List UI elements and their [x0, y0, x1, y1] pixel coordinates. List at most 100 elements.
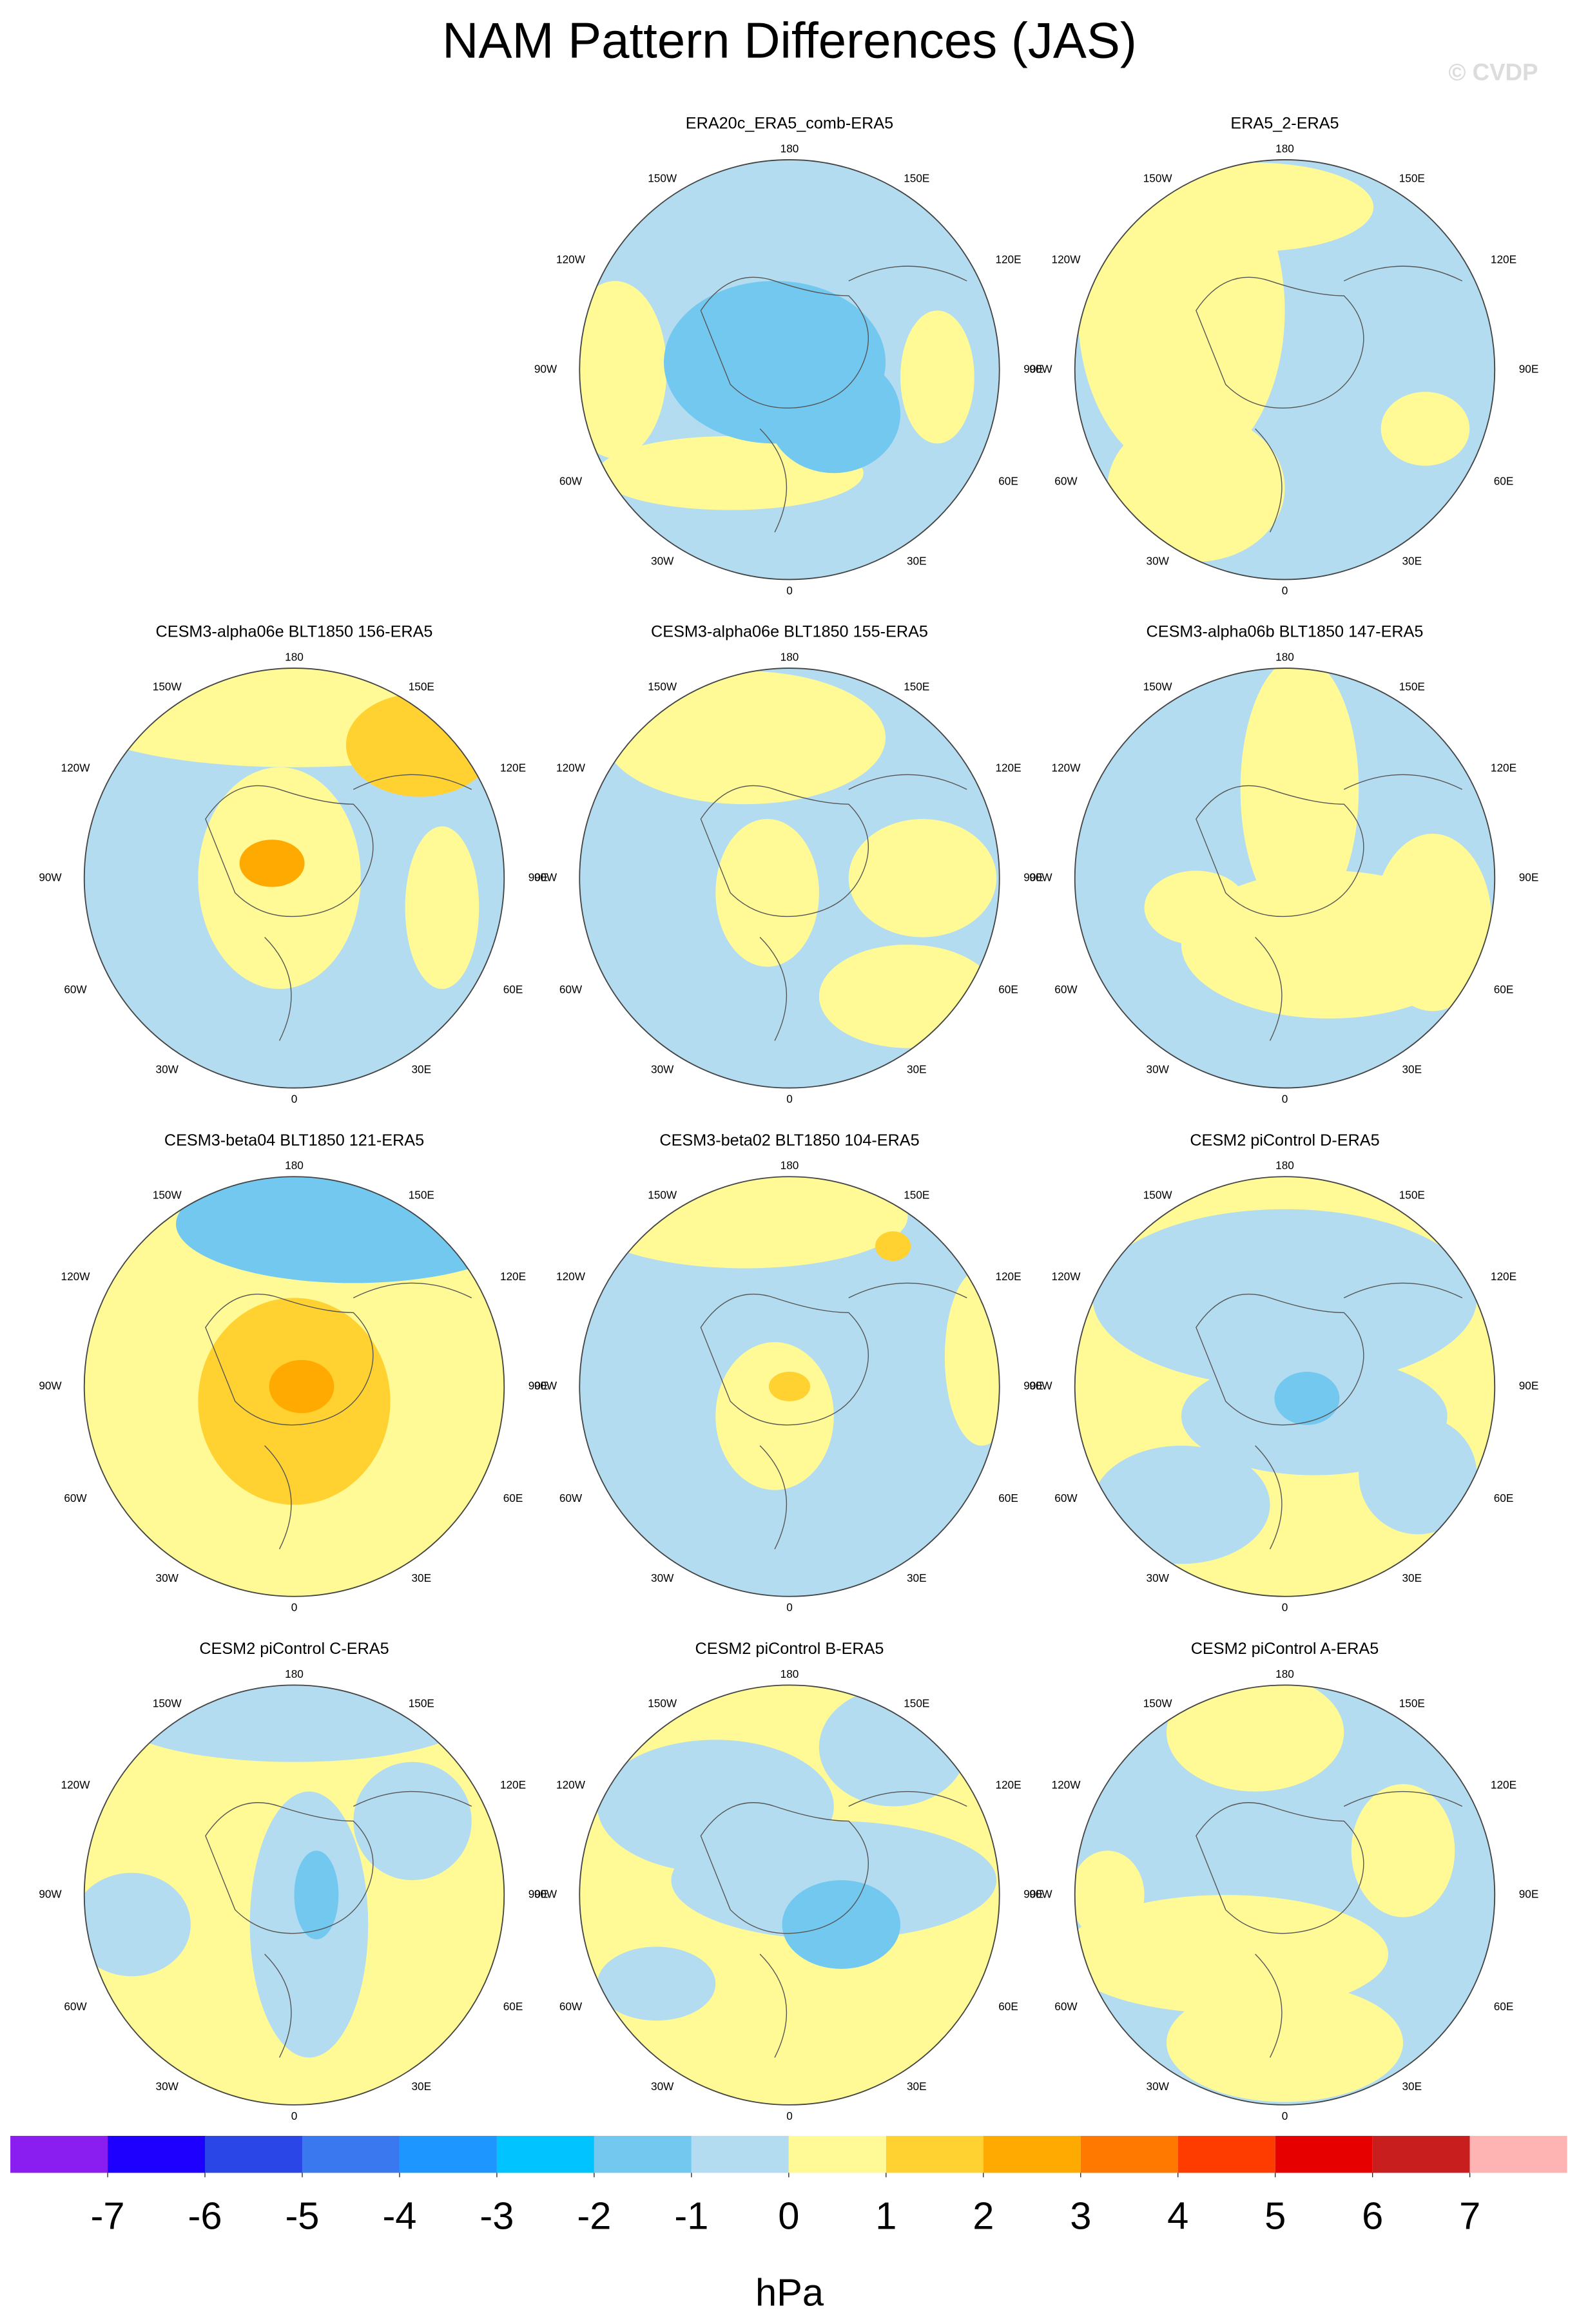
lon-label: 150E: [904, 680, 929, 693]
map-panel: CESM3-alpha06e BLT1850 156-ERA5 180 150W 15…: [39, 623, 548, 1106]
lon-label: 120E: [995, 1270, 1021, 1283]
lon-label: 30E: [907, 2080, 927, 2093]
panel-title: CESM2 piControl D-ERA5: [1190, 1131, 1379, 1149]
lon-label: 90E: [528, 1379, 548, 1392]
lon-label: 30W: [1147, 2080, 1170, 2093]
shading-blob: [1274, 1372, 1340, 1425]
coastline: [1196, 1282, 1463, 1550]
lon-label: 60E: [1494, 475, 1514, 488]
lon-label: 60W: [1054, 2000, 1078, 2013]
lon-label: 150E: [1399, 171, 1425, 184]
lon-label: 120W: [1052, 253, 1081, 265]
lon-label: 30E: [907, 1571, 927, 1584]
map-border: [1074, 1684, 1496, 2106]
colorbar-label: 7: [1459, 2194, 1480, 2237]
lon-label: 0: [1282, 1092, 1288, 1105]
figure-title: NAM Pattern Differences (JAS): [442, 12, 1137, 69]
colorbar-label: 0: [778, 2194, 799, 2237]
lon-label: 90E: [1519, 1888, 1539, 1901]
lon-label: 30W: [651, 1063, 674, 1076]
coastline: [700, 1791, 967, 2058]
map-panel: CESM3-alpha06e BLT1850 155-ERA5 180 150W 15…: [534, 623, 1043, 1106]
watermark: © CVDP: [1448, 59, 1538, 86]
lon-label: 90E: [1023, 1379, 1043, 1392]
lon-label: 90W: [1029, 870, 1052, 883]
shading: [1144, 668, 1492, 1019]
shading-blob: [671, 1821, 997, 1939]
lon-label: 150W: [648, 171, 677, 184]
colorbar-label: -1: [674, 2194, 708, 2237]
lon-label: 90W: [534, 362, 557, 375]
lon-label: 90E: [1519, 1379, 1539, 1392]
lon-label: 60E: [1494, 983, 1514, 996]
map-panel: CESM2 piControl B-ERA5 180 150W 150E 120W 120…: [534, 1640, 1043, 2122]
lon-label: 150W: [648, 680, 677, 693]
lon-label: 150E: [1399, 1189, 1425, 1202]
lon-label: 90W: [534, 870, 557, 883]
lon-label: 60E: [998, 1492, 1018, 1504]
lon-label: 150W: [1143, 1189, 1173, 1202]
shading-blob: [1166, 1983, 1404, 2102]
shading-blob: [597, 1946, 716, 2021]
shading-blob: [605, 671, 886, 805]
lon-label: 150E: [904, 1697, 929, 1710]
shading-blob: [1092, 1209, 1477, 1387]
color-box: [1275, 2136, 1373, 2173]
lon-label: 90E: [1023, 362, 1043, 375]
panel-title: CESM3-alpha06b BLT1850 147-ERA5: [1147, 623, 1424, 641]
lon-label: 90W: [39, 1888, 62, 1901]
colorbar-label: -6: [188, 2194, 222, 2237]
lon-label: 30E: [1402, 1571, 1422, 1584]
shading-blob: [768, 1372, 811, 1401]
lon-label: 120W: [1052, 762, 1081, 774]
lon-label: 30E: [1402, 2080, 1422, 2093]
map-border: [579, 1176, 1000, 1597]
coastline: [205, 1282, 472, 1550]
map-panel: CESM2 piControl C-ERA5 180 150W 150E 120W 120…: [39, 1640, 548, 2122]
color-box: [886, 2136, 983, 2173]
shading-blob: [1351, 1784, 1455, 1917]
lon-label: 60E: [998, 983, 1018, 996]
color-box: [1372, 2136, 1470, 2173]
shading-blob: [848, 819, 997, 937]
shading-blob: [1373, 834, 1492, 1012]
color-box: [594, 2136, 692, 2173]
lon-label: 180: [1275, 1159, 1294, 1172]
lon-label: 150E: [1399, 680, 1425, 693]
lon-label: 30W: [156, 1063, 179, 1076]
shading: [1092, 1209, 1477, 1564]
lon-label: 60E: [998, 475, 1018, 488]
lon-label: 120E: [1491, 1270, 1516, 1283]
color-box: [1080, 2136, 1178, 2173]
lon-label: 150E: [904, 1189, 929, 1202]
shading-blob: [715, 819, 819, 967]
colorbar-label: -7: [91, 2194, 125, 2237]
lon-label: 120W: [556, 253, 586, 265]
panel-title: CESM3-beta04 BLT1850 121-ERA5: [164, 1131, 424, 1149]
map-border: [83, 667, 505, 1089]
lon-label: 180: [780, 651, 799, 664]
lon-label: 60W: [1054, 983, 1078, 996]
lon-label: 90W: [39, 870, 62, 883]
lon-label: 60W: [559, 983, 583, 996]
lon-label: 180: [285, 651, 304, 664]
lon-label: 120E: [1491, 253, 1516, 265]
lon-label: 90E: [528, 870, 548, 883]
shading-blob: [1137, 162, 1374, 252]
color-box: [399, 2136, 497, 2173]
lon-label: 120E: [1491, 762, 1516, 774]
colorbar-label: 5: [1264, 2194, 1286, 2237]
colorbar-label: -2: [577, 2194, 611, 2237]
lon-label: 0: [291, 1092, 298, 1105]
lon-label: 150W: [153, 1697, 182, 1710]
lon-label: 30W: [651, 1571, 674, 1584]
shading: [175, 1176, 505, 1505]
lon-label: 150W: [648, 1697, 677, 1710]
lon-label: 120E: [1491, 1778, 1516, 1791]
colorbar-label: 1: [875, 2194, 896, 2237]
lon-label: 60E: [503, 2000, 523, 2013]
map-border: [1074, 1176, 1496, 1597]
lon-label: 180: [1275, 142, 1294, 155]
shading-blob: [819, 1687, 967, 1807]
coastline: [700, 1282, 967, 1550]
